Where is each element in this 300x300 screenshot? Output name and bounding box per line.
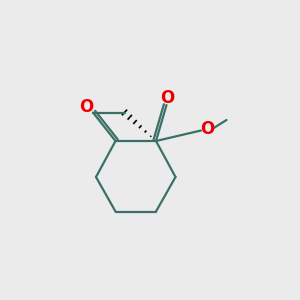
Text: O: O [79, 98, 94, 116]
Text: O: O [200, 120, 215, 138]
Text: O: O [160, 89, 174, 107]
